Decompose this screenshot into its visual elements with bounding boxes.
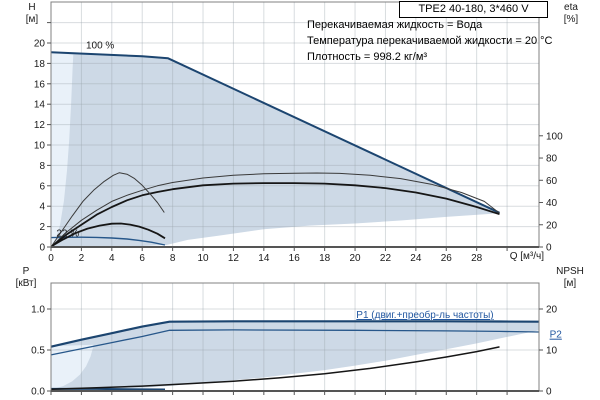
p2-curve xyxy=(50,329,540,356)
x-tick-label: 20 xyxy=(349,253,361,264)
y2-tick-label: 100 xyxy=(546,131,563,142)
y-tick-label: 12 xyxy=(34,120,46,131)
y-tick-label: 8 xyxy=(39,161,45,172)
y-tick-label: 4 xyxy=(39,202,45,213)
operating-envelope-area xyxy=(51,52,500,247)
y2-tick-label: 0 xyxy=(546,387,552,398)
x-tick-label: 10 xyxy=(197,253,209,264)
low-flow-area xyxy=(51,52,74,248)
npsh-axis-symbol: NPSH xyxy=(556,266,584,277)
h-axis-unit: [м] xyxy=(25,14,39,25)
x-tick-label: 24 xyxy=(410,253,422,264)
curve-100pct xyxy=(50,51,500,214)
pump-model-box: TPE2 40-180, 3*460 V xyxy=(399,1,548,18)
q-axis-title: Q [м³/ч] xyxy=(509,251,544,262)
y2-tick-label: 40 xyxy=(546,198,558,209)
power-chart: 0.0 0.5 1.0 0 10 20 P1 (двиг.+преобр-ль частот… xyxy=(31,282,563,398)
y-tick-label: 0.0 xyxy=(31,387,45,398)
p-axis-symbol: P xyxy=(22,266,30,277)
y-tick-label: 10 xyxy=(34,141,46,152)
x-tick-label: 4 xyxy=(109,253,115,264)
min-speed-dome-curve xyxy=(50,222,166,248)
y-tick-label: 14 xyxy=(34,100,46,111)
x-tick-label: 6 xyxy=(139,253,145,264)
y2-tick-label: 60 xyxy=(546,176,558,187)
x-tick-label: 8 xyxy=(170,253,176,264)
h-axis-symbol: H xyxy=(28,2,36,13)
info-line-temperature: Температура перекачиваемой жидкости = 20… xyxy=(307,35,553,47)
y2-tick-label: 10 xyxy=(546,345,558,356)
eta-axis-symbol: eta xyxy=(564,2,578,13)
label-100pct: 100 % xyxy=(86,41,114,52)
y2-tick-label: 80 xyxy=(546,154,558,165)
x-tick-label: 18 xyxy=(319,253,331,264)
eta-curve-upper xyxy=(50,172,500,248)
label-p1: P1 (двиг.+преобр-ль частоты) xyxy=(356,309,493,321)
y-tick-label: 0 xyxy=(39,243,45,254)
curve-22pct xyxy=(50,236,166,246)
h-axis-title: H [м] xyxy=(16,2,48,26)
eta-curve-min-speed xyxy=(50,172,165,248)
label-22pct: 22 % xyxy=(56,228,79,239)
eta-axis-title: eta [%] xyxy=(552,2,590,26)
npsh-axis-title: NPSH [м] xyxy=(546,266,594,290)
power-envelope-area xyxy=(51,321,539,390)
liquid-info-block: Перекачиваемая жидкость = Вода Температу… xyxy=(307,17,552,65)
eta-axis-unit: [%] xyxy=(563,14,579,25)
p1-curve xyxy=(50,320,540,348)
x-tick-label: 28 xyxy=(471,253,483,264)
x-tick-label: 2 xyxy=(79,253,85,264)
y-tick-label: 20 xyxy=(34,39,46,50)
p-axis-unit: [кВт] xyxy=(15,278,37,289)
p-axis-title: P [кВт] xyxy=(6,266,46,290)
npsh-curve xyxy=(50,346,500,390)
x-tick-label: 16 xyxy=(289,253,301,264)
y-tick-label: 1.0 xyxy=(31,304,45,315)
y-tick-label: 18 xyxy=(34,59,46,70)
label-p2: P2 xyxy=(550,330,563,341)
npsh-axis-unit: [м] xyxy=(563,278,577,289)
info-line-density: Плотность = 998.2 кг/м³ xyxy=(307,51,428,63)
y2-tick-label: 20 xyxy=(546,220,558,231)
y-tick-label: 0.5 xyxy=(31,345,45,356)
info-line-liquid: Перекачиваемая жидкость = Вода xyxy=(307,19,483,31)
eta-curve-lower xyxy=(50,182,500,248)
x-tick-label: 0 xyxy=(48,253,54,264)
x-tick-label: 26 xyxy=(441,253,453,264)
x-tick-label: 22 xyxy=(380,253,392,264)
y-tick-label: 16 xyxy=(34,79,46,90)
y2-tick-label: 20 xyxy=(546,304,558,315)
y-tick-label: 6 xyxy=(39,181,45,192)
x-tick-label: 12 xyxy=(228,253,240,264)
power-low-flow-area xyxy=(51,344,94,390)
y-tick-label: 2 xyxy=(39,222,45,233)
y2-tick-label: 0 xyxy=(546,243,552,254)
x-tick-label: 14 xyxy=(258,253,270,264)
